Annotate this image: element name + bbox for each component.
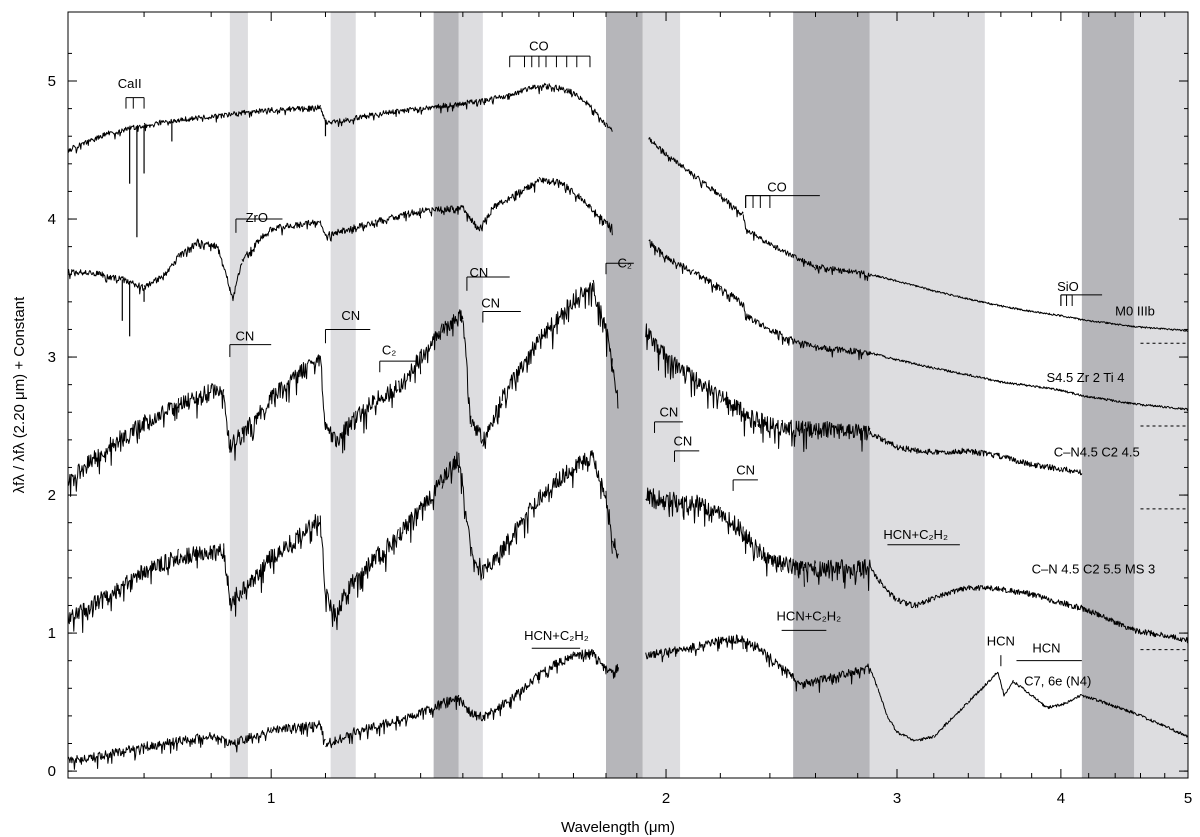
feature-label: HCN+C₂H₂ [883,527,948,542]
y-axis-label: λfλ / λfλ (2.20 μm) + Constant [11,296,28,493]
axes: 1 2 3 4 5 0 1 2 3 4 5 [48,12,1192,807]
spectra-series [67,82,1189,770]
series-3 [67,450,1189,644]
feature-label: CO [767,179,787,194]
x-tick-label: 4 [1057,790,1065,807]
feature-label: CN [341,308,360,323]
x-tick-label: 5 [1184,790,1192,807]
series-2 [67,279,1083,497]
feature-annotation: SiO [1057,279,1103,306]
reference-lines [1140,342,1188,651]
band-6 [793,12,870,778]
feature-label: CO [529,39,549,54]
feature-annotation: C₂ [379,342,417,373]
feature-annotation: HCN [987,634,1015,667]
band-8 [1081,12,1135,778]
feature-annotation: C₂ [605,255,634,275]
y-tick-label: 5 [48,73,56,90]
feature-annotation: HCN+C₂H₂ [777,609,842,631]
x-tick-label: 3 [893,790,901,807]
feature-annotation: CN [324,308,371,344]
feature-annotation: CN [654,404,683,433]
feature-label: CN [236,328,255,343]
band-1 [330,12,356,778]
band-0 [229,12,248,778]
feature-annotation: CN [481,295,521,323]
x-tick-label: 2 [662,790,670,807]
series-label: C–N 4.5 C2 5.5 MS 3 [1032,562,1156,577]
feature-label: HCN [987,634,1015,649]
feature-annotation: ZrO [235,210,283,233]
y-tick-label: 2 [48,487,56,504]
feature-annotation: CO [745,179,820,208]
series-label: M0 IIIb [1115,304,1155,319]
spectrum-line [67,450,1189,644]
feature-label: CaII [118,76,142,91]
plot-frame [67,11,1189,779]
feature-annotation: CN [229,328,272,358]
feature-label: CN [736,462,755,477]
spectrum-line [67,634,1189,770]
feature-annotation: HCN [1016,640,1082,662]
series-labels: M0 IIIb S4.5 Zr 2 Ti 4 C–N4.5 C2 4.5 C–N 4.… [1024,304,1155,689]
feature-label: ZrO [246,210,268,225]
feature-label: CN [470,265,489,280]
feature-label: HCN+C₂H₂ [777,609,842,624]
feature-annotation: CN [466,265,510,291]
feature-annotation: CaII [118,76,145,109]
x-tick-label: 1 [267,790,275,807]
feature-annotation: CO [509,39,591,68]
feature-annotation: HCN+C₂H₂ [524,628,589,649]
series-4 [67,634,1189,770]
x-axis-label: Wavelength (μm) [561,819,675,836]
spectrum-line [67,82,1189,332]
feature-label: HCN [1032,640,1060,655]
series-0 [67,82,1189,332]
band-9 [1134,12,1188,778]
series-1 [67,177,1189,411]
spectrum-line [67,279,1083,497]
feature-label: SiO [1057,279,1079,294]
feature-label: CN [481,295,500,310]
y-tick-label: 3 [48,349,56,366]
y-tick-label: 0 [48,763,56,780]
feature-annotation: CN [673,433,700,462]
feature-annotation: CN [732,462,758,491]
feature-label: CN [673,433,692,448]
feature-annotation: HCN+C₂H₂ [883,527,960,546]
spectrum-line [67,177,1189,411]
shaded-bands [229,12,1188,778]
band-5 [642,12,681,778]
series-label: C–N4.5 C2 4.5 [1054,444,1140,459]
band-3 [458,12,483,778]
annotations: CaII CO ZrO CO CN CN C₂ SiO CN CN C₂ CN CN CN HCN+C₂H₂… [118,39,1103,667]
series-label: S4.5 Zr 2 Ti 4 [1046,370,1124,385]
feature-label: HCN+C₂H₂ [524,628,589,643]
band-7 [869,12,985,778]
band-4 [606,12,643,778]
y-tick-label: 1 [48,625,56,642]
series-label: C7, 6e (N4) [1024,674,1091,689]
band-2 [433,12,459,778]
feature-label: C₂ [382,342,396,357]
feature-label: CN [659,404,678,419]
y-tick-label: 4 [48,211,56,228]
